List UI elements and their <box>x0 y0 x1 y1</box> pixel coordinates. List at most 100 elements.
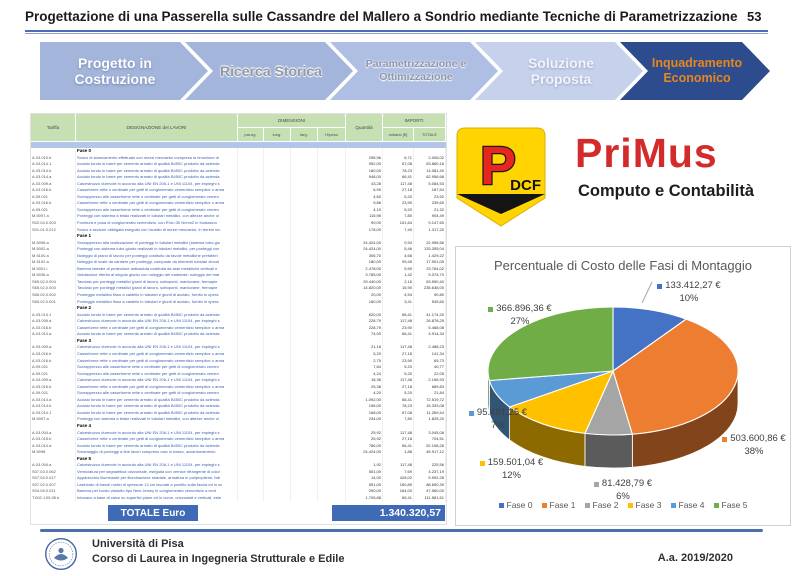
primus-shield-icon: P DCF <box>456 127 546 227</box>
pie-slice-side-2 <box>584 432 633 469</box>
col-lung: lung. <box>264 128 291 142</box>
table-row: A.03.016.b Casseforme rette o centinate p… <box>32 350 446 358</box>
table-row: Fase 5 <box>31 455 446 463</box>
label-percent: 12% <box>501 469 521 481</box>
table-row: A.03.010.b Scavo di sbancamento effettuat… <box>32 154 446 162</box>
table-row: M.5096.a Sovrapprezzo alla realizzazione … <box>32 239 446 247</box>
pie-label-fase-2: 81.428,79 €6% <box>578 478 668 503</box>
table-row: M.5097.a Ponteggi con sistema a telaio re… <box>32 213 446 221</box>
table-row: T.002.J.05.05.b Intonaco a base di calce … <box>32 494 446 502</box>
label-marker <box>722 436 728 442</box>
table-row: A.03.009.a Calcestruzzo durevole in accor… <box>32 344 446 351</box>
label-value: 133.412,27 € <box>665 280 721 291</box>
table-row: A.03.016.b Casseforme rette o centinate p… <box>32 383 446 391</box>
col-importi: IMPORTI <box>383 114 446 128</box>
pie-chart <box>487 281 739 469</box>
label-value: 95.481,25 € <box>476 407 528 418</box>
table-row: S65.02.0.003 Tavolato per ponteggi metall… <box>32 285 446 293</box>
label-value: 81.428,79 € <box>601 478 653 489</box>
slide-title: Progettazione di una Passerella sulle Ca… <box>25 9 738 24</box>
table-row: A.03.016.b Casseforme rette o centinate p… <box>32 357 446 365</box>
frozen-pane-band <box>31 142 446 148</box>
totale-euro-value: 1.340.320,57 <box>332 505 445 521</box>
step-progetto-in-costruzione: Progetto in Costruzione <box>40 42 208 100</box>
table-row: S65.02.0.001 Ponteggio metallico fisso a … <box>32 298 446 306</box>
pie-slice-fase-0 <box>612 306 687 372</box>
table-row: S01.01.0.012 Scavo a sezione obbligata es… <box>32 226 446 234</box>
primus-badge: DCF <box>510 177 541 194</box>
table-row: A.03.014.a Acciaio tondo in barre per cem… <box>32 396 446 404</box>
page-number: 53 <box>747 9 762 24</box>
table-row: A.03.014.b Acciaio tondo in barre per cem… <box>32 167 446 175</box>
table-row: S07.02.0.007 Lastricato di basoli rustici… <box>32 481 446 489</box>
table-row: A.09.021 Sovrapprezzo alle casseforme ret… <box>32 364 446 371</box>
col-larg: larg. <box>291 128 318 142</box>
table-row: A.03.014.a Acciaio tondo in barre per cem… <box>32 442 446 450</box>
primus-letter: P <box>480 136 516 196</box>
table-row: Fase 1 <box>31 233 446 240</box>
step-soluzione-proposta: Soluzione Proposta <box>475 42 643 100</box>
col-dimensioni: DIMENSIONI <box>238 114 346 128</box>
footer-course: Corso di Laurea in Ingegneria Struttural… <box>92 553 345 565</box>
worksheet-header: Tariffa DESIGNAZIONE dei LAVORI DIMENSIO… <box>31 114 446 142</box>
label-percent: 38% <box>744 445 764 457</box>
footer-institution: Università di Pisa <box>92 538 184 550</box>
col-h-peso: H/peso <box>318 128 346 142</box>
col-designazione: DESIGNAZIONE dei LAVORI <box>76 114 238 142</box>
footer-divider <box>40 529 763 532</box>
chart-legend: Fase 0 Fase 1 Fase 2 Fase 3 Fase 4 Fase … <box>456 500 790 510</box>
table-row: S07.04.0.017 Apparecchio illuminante per … <box>32 475 446 482</box>
legend-marker <box>498 502 504 508</box>
label-value: 503.600,86 € <box>730 433 786 444</box>
table-row: S65.02.0.002 Ponteggio metallico fisso a … <box>32 292 446 299</box>
chart-title: Percentuale di Costo delle Fasi di Monta… <box>494 258 752 273</box>
table-row: M.5002.a Ponteggi con sistema tubo-giunto… <box>32 246 446 253</box>
footer-academic-year: A.a. 2019/2020 <box>657 552 733 564</box>
label-marker <box>479 460 485 466</box>
table-row: M.5036.a Valutazione riferita al singolo … <box>32 272 446 279</box>
col-totale: TOTALE <box>414 128 446 142</box>
table-row: Fase 4 <box>31 422 446 430</box>
table-row: M.5102.a Noleggio di scale da cantiere pe… <box>32 259 446 266</box>
step-parametrizzazione-ottimizzazione: Parametrizzazione e Ottimizzazione <box>330 42 498 100</box>
pie-label-fase-1: 503.600,86 €38% <box>716 433 792 458</box>
table-row: M.5100.a Noleggio di piano di lavoro per … <box>32 252 446 260</box>
table-row: S65.02.0.004 Tavolato per ponteggi metall… <box>32 278 446 286</box>
col-par-ug: par.ug. <box>238 128 264 142</box>
table-row: S04.05.0.011 Barriera per bordo viadotto … <box>32 488 446 495</box>
universita-di-pisa-seal-icon <box>44 537 78 571</box>
computo-metrico-table: Tariffa DESIGNAZIONE dei LAVORI DIMENSIO… <box>30 113 447 525</box>
label-leader-line <box>641 281 653 304</box>
table-row: Fase 0 <box>31 148 446 155</box>
table-row: A.03.009.a Calcestruzzo durevole in accor… <box>32 180 446 188</box>
legend-item-fase-3: Fase 3 <box>627 500 662 510</box>
label-percent: 7% <box>491 419 505 431</box>
legend-marker <box>541 502 547 508</box>
step-label: Parametrizzazione e Ottimizzazione <box>365 58 467 83</box>
pie-slice-fase-3 <box>509 370 614 434</box>
table-row: A.03.014.b Acciaio tondo in barre per cem… <box>32 403 446 410</box>
table-row: A.09.021 Sovrapprezzo alle casseforme ret… <box>32 206 446 214</box>
legend-item-fase-2: Fase 2 <box>584 500 619 510</box>
step-label: Ricerca Storica <box>220 63 322 79</box>
table-row: M.5097.a Ponteggi con sistema a telaio re… <box>32 416 446 423</box>
label-marker <box>468 410 474 416</box>
table-row: M.5001.i Barriera laterale di protezione … <box>32 265 446 273</box>
legend-item-fase-1: Fase 1 <box>541 500 576 510</box>
legend-item-fase-4: Fase 4 <box>670 500 705 510</box>
label-percent: 27% <box>510 315 530 327</box>
label-value: 366.896,36 € <box>496 303 552 314</box>
worksheet-total-row: TOTALE Euro 1.340.320,57 <box>31 502 446 524</box>
table-row: A.03.015.b Casseforme rette o centinate p… <box>32 436 446 443</box>
pie-label-fase-4: 95.481,25 €7% <box>452 407 544 432</box>
table-row: A.03.016.b Casseforme rette o centinate p… <box>32 200 446 207</box>
table-row: A.09.021 Sovrapprezzo alle casseforme ret… <box>32 390 446 397</box>
legend-marker <box>713 502 719 508</box>
pie-slice-fase-1 <box>612 318 739 435</box>
col-unitario: unitario [€] <box>383 128 414 142</box>
table-row: A.03.016.b Casseforme rette o centinate p… <box>32 187 446 194</box>
table-row: S02.04.0.003 Fornitura e posa di conglome… <box>32 220 446 227</box>
pie-slice-fase-5 <box>487 306 614 382</box>
pie-label-fase-3: 159.501,04 €12% <box>464 457 559 482</box>
pie-label-fase-5: 366.896,36 €27% <box>470 303 570 328</box>
